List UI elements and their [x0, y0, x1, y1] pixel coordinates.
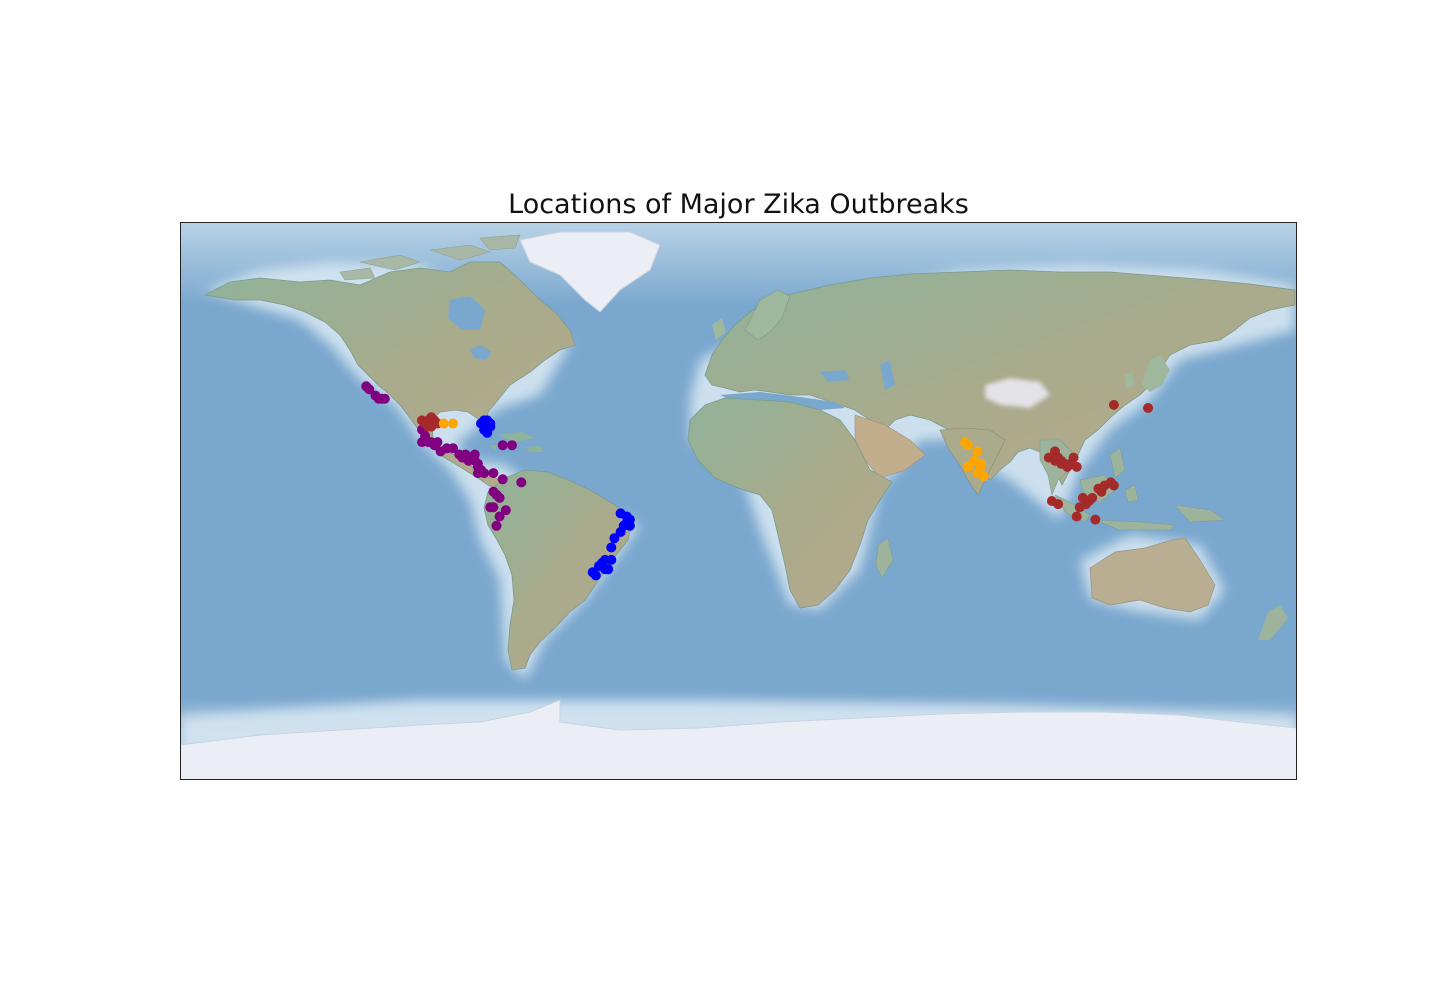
black-sea: [820, 370, 850, 382]
outbreak-point-brown: [1071, 461, 1082, 472]
map-canvas: [180, 222, 1297, 780]
eurasia: [704, 269, 1296, 486]
outbreak-point-blue: [615, 508, 626, 519]
outbreak-point-purple: [497, 440, 508, 451]
outbreak-point-blue: [593, 561, 604, 572]
outbreak-point-blue: [624, 520, 635, 531]
outbreak-point-purple: [448, 443, 458, 454]
outbreak-point-blue: [482, 415, 493, 426]
outbreak-point-blue: [606, 542, 617, 553]
map-title: Locations of Major Zika Outbreaks: [508, 189, 969, 220]
outbreak-point-brown: [426, 421, 437, 432]
outbreak-point-brown: [1077, 492, 1088, 503]
outbreak-points: [361, 381, 1154, 581]
outbreak-point-orange: [963, 440, 974, 451]
outbreak-point-purple: [472, 458, 483, 469]
south-america: [483, 469, 634, 671]
outbreak-point-purple: [494, 492, 505, 503]
hudson-bay: [448, 296, 485, 330]
outbreak-point-purple: [485, 502, 496, 513]
outbreak-point-orange: [963, 461, 974, 472]
outbreak-point-brown: [1090, 514, 1101, 525]
outbreak-point-brown: [1108, 399, 1119, 410]
outbreak-point-brown: [1050, 446, 1060, 457]
outbreak-point-orange: [438, 418, 449, 429]
tibet-plateau: [984, 377, 1051, 409]
british-isles: [712, 318, 726, 340]
outbreak-point-brown: [1053, 499, 1064, 510]
antarctica: [180, 699, 1297, 780]
outbreak-point-blue: [587, 567, 598, 578]
australia: [1089, 537, 1216, 613]
outbreak-point-orange: [972, 446, 983, 457]
caspian-sea: [880, 360, 895, 390]
outbreak-point-orange: [972, 468, 983, 479]
madagascar: [875, 537, 894, 579]
outbreak-point-purple: [497, 474, 508, 485]
outbreak-point-purple: [507, 440, 517, 451]
outbreak-point-orange: [448, 418, 458, 429]
caribbean-islands: [488, 432, 545, 452]
outbreak-point-purple: [516, 477, 527, 488]
outbreak-point-brown: [1068, 452, 1079, 463]
outbreak-point-blue: [606, 554, 617, 565]
japan: [1142, 355, 1170, 392]
new-zealand: [1258, 605, 1288, 640]
outbreak-point-brown: [1056, 458, 1067, 469]
outbreak-point-purple: [494, 511, 505, 522]
outbreak-point-blue: [615, 527, 626, 537]
outbreak-point-brown: [1087, 492, 1098, 503]
arctic-islands: [339, 234, 521, 281]
outbreak-point-purple: [432, 437, 443, 448]
outbreak-point-purple: [364, 384, 375, 395]
outbreak-point-brown: [1071, 511, 1082, 522]
great-lakes: [470, 345, 492, 360]
outbreak-point-blue: [482, 427, 493, 438]
outbreak-point-purple: [500, 505, 511, 516]
outbreak-point-blue: [609, 533, 620, 544]
map-frame: [180, 222, 1297, 780]
outbreak-point-purple: [379, 393, 390, 404]
korea: [1125, 372, 1135, 388]
scandinavia: [744, 289, 791, 341]
outbreak-point-purple: [463, 455, 474, 466]
outbreak-point-purple: [491, 520, 502, 531]
mediterranean-sea: [720, 392, 845, 410]
outbreak-point-brown: [1143, 403, 1154, 413]
outbreak-point-brown: [1108, 480, 1119, 491]
outbreak-point-purple: [488, 468, 499, 479]
africa: [687, 397, 893, 609]
greenland: [519, 231, 661, 313]
